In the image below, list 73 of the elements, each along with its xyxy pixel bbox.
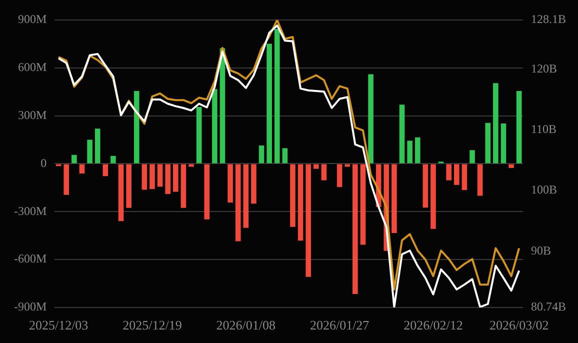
- y-tick-label: -600M: [14, 252, 47, 266]
- bar: [454, 164, 460, 185]
- bar: [282, 148, 288, 164]
- bar: [180, 164, 186, 208]
- bar: [196, 107, 202, 164]
- bar: [298, 164, 304, 241]
- bar: [344, 164, 350, 167]
- bar: [87, 140, 92, 164]
- y2-tick-label: 100B: [530, 182, 558, 197]
- bar: [321, 164, 327, 180]
- bar: [360, 164, 366, 245]
- bar: [188, 164, 194, 167]
- bar: [126, 164, 132, 208]
- x-tick-label: 2026/03/02: [489, 318, 549, 333]
- y-tick-label: -300M: [14, 204, 47, 218]
- bar: [430, 164, 436, 229]
- bar: [477, 164, 483, 196]
- y2-tick-label: 128.1B: [530, 12, 566, 26]
- x-tick-label: 2026/02/12: [404, 318, 463, 333]
- bar: [118, 164, 124, 222]
- bar: [150, 164, 155, 190]
- bar: [64, 164, 70, 195]
- y2-tick-label: 90B: [530, 243, 552, 258]
- bar: [313, 164, 319, 169]
- bar: [102, 164, 108, 176]
- y-tick-label: 900M: [18, 12, 47, 26]
- bar: [422, 164, 428, 208]
- x-tick-label: 2025/12/03: [28, 318, 88, 333]
- y2-tick-label: 80.74B: [530, 300, 566, 314]
- bar: [142, 164, 148, 190]
- bar: [94, 128, 100, 164]
- y-tick-label: 0: [40, 156, 47, 170]
- y-tick-label: 300M: [18, 108, 47, 122]
- bar: [173, 164, 178, 192]
- x-tick-label: 2025/12/19: [122, 318, 182, 333]
- bar: [110, 156, 116, 164]
- bar: [446, 164, 452, 180]
- bar: [72, 154, 77, 164]
- y2-tick-label: 110B: [530, 122, 557, 136]
- bar: [235, 164, 241, 242]
- y-tick-label: -900M: [14, 300, 47, 314]
- bar: [251, 164, 256, 204]
- bar: [243, 164, 249, 228]
- bar: [258, 146, 264, 164]
- bar: [336, 164, 342, 188]
- bar: [485, 122, 491, 164]
- bar: [500, 123, 506, 164]
- bar: [516, 91, 522, 164]
- bar: [493, 83, 498, 164]
- bar: [470, 150, 475, 164]
- bar: [462, 164, 468, 190]
- bar: [290, 164, 296, 227]
- bar: [407, 140, 412, 164]
- x-tick-label: 2026/01/27: [310, 318, 370, 333]
- bar: [79, 164, 85, 174]
- bar: [134, 91, 140, 164]
- bar: [306, 164, 311, 277]
- bar: [392, 164, 397, 233]
- bar: [157, 164, 163, 187]
- bar: [508, 164, 514, 168]
- bar: [368, 74, 374, 164]
- bar: [204, 164, 210, 220]
- bar: [399, 104, 405, 164]
- bar: [414, 137, 420, 164]
- y-tick-label: 600M: [18, 60, 47, 74]
- bar: [212, 89, 218, 164]
- bar: [274, 28, 280, 164]
- bar: [228, 164, 233, 202]
- bar: [352, 164, 358, 294]
- y2-tick-label: 120B: [530, 61, 558, 76]
- bar: [165, 164, 170, 194]
- x-tick-label: 2026/01/08: [216, 318, 276, 333]
- bar: [266, 44, 272, 164]
